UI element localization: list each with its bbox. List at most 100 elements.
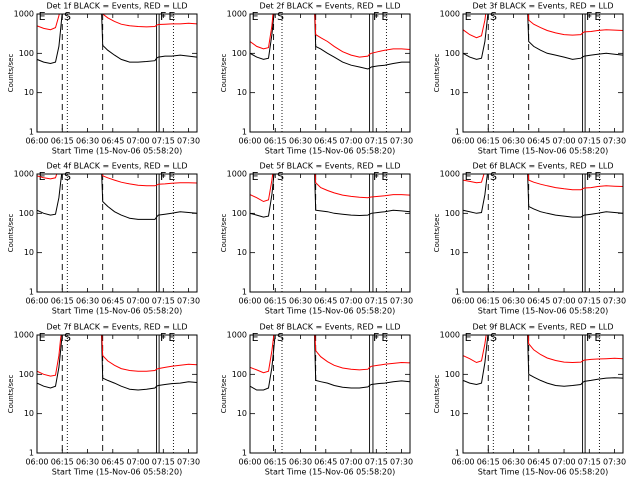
x-tick-label: 06:45 <box>314 297 337 306</box>
series-line <box>250 335 410 374</box>
series-line <box>250 335 410 391</box>
x-tick-label: 06:30 <box>76 137 99 146</box>
x-tick-label: 06:15 <box>51 458 74 467</box>
x-tick-label: 06:00 <box>25 458 48 467</box>
y-tick-label: 1000 <box>440 331 460 340</box>
y-axis-label: Counts/sec <box>220 375 228 414</box>
event-label: E <box>252 10 259 23</box>
panel: Det 2f BLACK = Events, RED = LLD Start Ti… <box>220 2 413 156</box>
event-label: S <box>490 170 497 183</box>
x-tick-label: 07:00 <box>340 297 363 306</box>
plot-frame <box>36 13 198 133</box>
x-axis-label: Start Time (15-Nov-06 05:58:20) <box>265 307 395 316</box>
y-tick-label: 1 <box>29 449 34 458</box>
x-tick-label: 06:15 <box>51 137 74 146</box>
event-label: E <box>594 170 601 183</box>
x-tick-label: 06:30 <box>76 297 99 306</box>
y-tick-label: 1 <box>455 128 460 137</box>
y-axis-label: Counts/sec <box>220 214 228 253</box>
x-tick-label: 06:15 <box>264 137 287 146</box>
panel: Det 6f BLACK = Events, RED = LLD Start Ti… <box>433 162 626 316</box>
panel: Det 3f BLACK = Events, RED = LLD Start Ti… <box>433 2 626 156</box>
plot-frame <box>462 173 624 293</box>
y-tick-label: 1 <box>242 128 247 137</box>
y-tick-label: 100 <box>232 209 247 218</box>
chart-title: Det 1f BLACK = Events, RED = LLD <box>46 2 187 11</box>
y-axis-label: Counts/sec <box>7 54 15 93</box>
y-axis-label: Counts/sec <box>220 54 228 93</box>
x-tick-label: 07:30 <box>177 458 200 467</box>
x-tick-label: 06:00 <box>451 458 474 467</box>
event-label: F <box>586 10 592 23</box>
x-tick-label: 07:00 <box>127 137 150 146</box>
x-tick-label: 06:00 <box>25 297 48 306</box>
plot-frame <box>36 173 198 293</box>
x-tick-label: 06:45 <box>101 297 124 306</box>
series-line <box>37 335 197 377</box>
x-tick-label: 06:30 <box>289 297 312 306</box>
event-label: E <box>465 170 472 183</box>
x-tick-label: 07:30 <box>390 137 413 146</box>
x-tick-label: 06:45 <box>527 458 550 467</box>
x-tick-label: 07:00 <box>553 137 576 146</box>
x-tick-label: 07:30 <box>603 458 626 467</box>
event-label: S <box>64 10 71 23</box>
chart-title: Det 6f BLACK = Events, RED = LLD <box>472 162 613 171</box>
y-tick-label: 1 <box>29 288 34 297</box>
x-tick-label: 06:45 <box>527 137 550 146</box>
x-tick-label: 06:15 <box>264 458 287 467</box>
x-tick-label: 06:30 <box>502 137 525 146</box>
panel: Det 1f BLACK = Events, RED = LLD Start Ti… <box>7 2 200 156</box>
x-tick-label: 06:45 <box>101 458 124 467</box>
y-tick-label: 1 <box>242 288 247 297</box>
x-tick-label: 07:15 <box>152 137 175 146</box>
event-label: E <box>39 170 46 183</box>
event-label: F <box>160 10 166 23</box>
x-tick-label: 06:30 <box>502 297 525 306</box>
x-tick-label: 06:15 <box>477 137 500 146</box>
event-label: E <box>381 170 388 183</box>
panel: Det 5f BLACK = Events, RED = LLD Start Ti… <box>220 162 413 316</box>
y-tick-label: 100 <box>232 49 247 58</box>
event-label: E <box>594 10 601 23</box>
y-tick-label: 100 <box>19 209 34 218</box>
y-axis-label: Counts/sec <box>433 214 441 253</box>
event-label: F <box>160 170 166 183</box>
chart-title: Det 7f BLACK = Events, RED = LLD <box>46 323 187 332</box>
plot-frame <box>462 13 624 133</box>
x-axis-label: Start Time (15-Nov-06 05:58:20) <box>52 147 182 156</box>
event-label: S <box>277 170 284 183</box>
plot-frame <box>249 173 411 293</box>
x-tick-label: 06:00 <box>238 458 261 467</box>
event-label: F <box>373 10 379 23</box>
y-tick-label: 1 <box>242 449 247 458</box>
series-line <box>463 14 623 39</box>
x-axis-label: Start Time (15-Nov-06 05:58:20) <box>478 468 608 477</box>
event-label: E <box>39 10 46 23</box>
y-axis-label: Counts/sec <box>7 214 15 253</box>
x-tick-label: 06:15 <box>477 297 500 306</box>
chart-title: Det 2f BLACK = Events, RED = LLD <box>259 2 400 11</box>
x-tick-label: 06:00 <box>238 137 261 146</box>
y-tick-label: 10 <box>450 88 460 97</box>
event-label: S <box>277 331 284 344</box>
event-label: F <box>373 170 379 183</box>
x-tick-label: 06:45 <box>101 137 124 146</box>
event-label: E <box>168 331 175 344</box>
x-tick-label: 07:00 <box>340 137 363 146</box>
series-line <box>37 174 197 220</box>
series-line <box>250 14 410 70</box>
x-tick-label: 06:45 <box>314 137 337 146</box>
chart-title: Det 8f BLACK = Events, RED = LLD <box>259 323 400 332</box>
y-tick-label: 100 <box>19 370 34 379</box>
x-tick-label: 06:00 <box>451 297 474 306</box>
event-label: F <box>586 170 592 183</box>
x-axis-label: Start Time (15-Nov-06 05:58:20) <box>265 468 395 477</box>
x-tick-label: 06:45 <box>314 458 337 467</box>
y-tick-label: 100 <box>19 49 34 58</box>
y-tick-label: 10 <box>24 409 34 418</box>
x-tick-label: 07:30 <box>177 137 200 146</box>
plot-frame <box>462 334 624 454</box>
series-line <box>463 335 623 364</box>
